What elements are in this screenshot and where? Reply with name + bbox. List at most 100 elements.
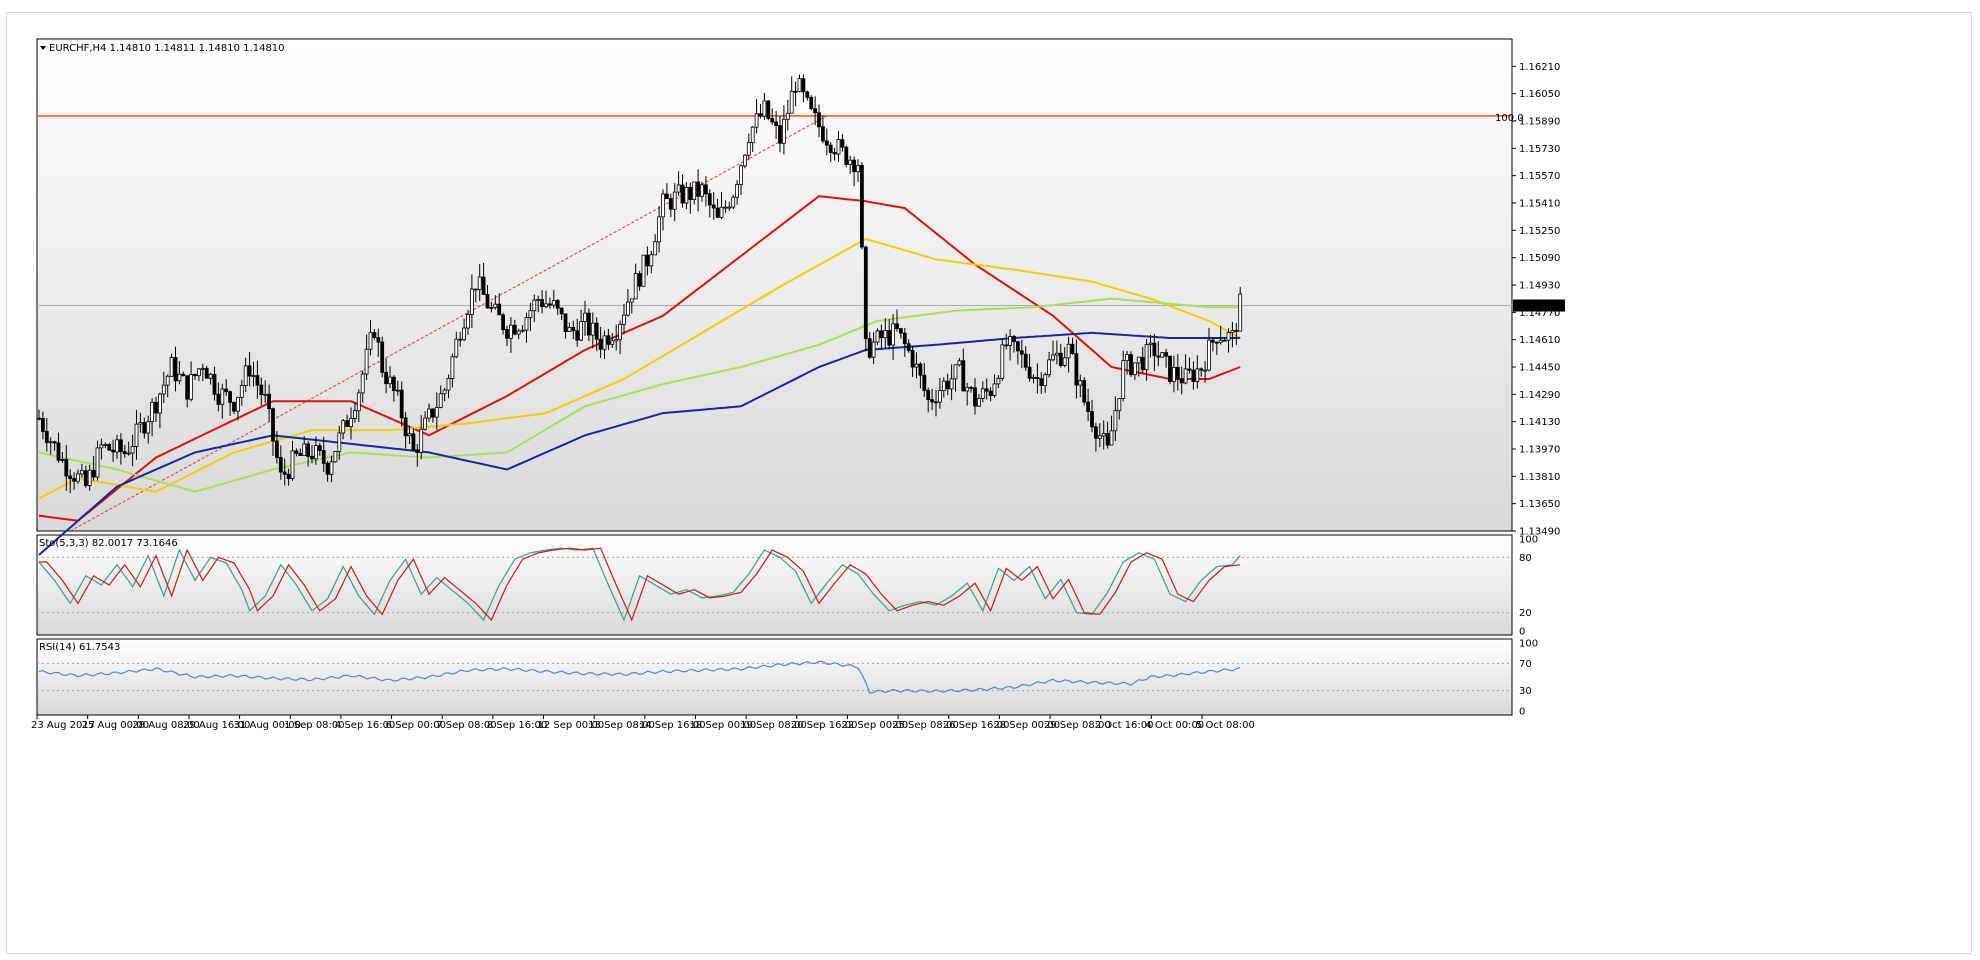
candle-body: [731, 196, 736, 208]
candle-body: [442, 389, 447, 395]
candle-body: [146, 421, 151, 434]
candle-body: [1238, 293, 1243, 332]
candle-body: [1090, 411, 1094, 428]
candle-body: [676, 184, 681, 193]
candle-body: [103, 444, 108, 446]
time-tick-label: 25 Sep 08:00: [892, 720, 959, 731]
candle-body: [629, 298, 634, 303]
candle-body: [1191, 369, 1196, 382]
candle-body: [1136, 356, 1141, 364]
time-tick-label: 29 Aug 16:00: [183, 720, 250, 731]
candle-body: [934, 401, 938, 404]
candle-body: [216, 393, 221, 405]
candle-body: [548, 303, 552, 306]
candle-body: [633, 273, 638, 300]
candle-body: [583, 312, 587, 323]
candle-body: [899, 328, 903, 334]
candle-body: [536, 299, 541, 301]
time-tick-label: 18 Sep 00:00: [689, 720, 756, 731]
moving-average-line: [38, 237, 1241, 500]
candle-body: [902, 332, 907, 345]
candle-body: [150, 401, 155, 423]
candle-body: [739, 165, 743, 185]
candle-body: [469, 288, 474, 315]
candle-body: [200, 367, 205, 370]
candle-body: [294, 450, 299, 454]
candle-body: [247, 365, 252, 377]
oscillator-tick-label: 100: [1519, 535, 1538, 546]
candle-body: [618, 323, 622, 340]
candle-body: [1004, 344, 1009, 347]
candle-body: [122, 451, 127, 454]
price-tick-label: 1.16050: [1519, 89, 1560, 100]
candle-body: [142, 422, 147, 434]
candle-body: [563, 313, 568, 332]
candle-body: [87, 469, 92, 486]
candle-body: [567, 327, 572, 332]
triangle-down-icon[interactable]: [40, 46, 46, 50]
candle-body: [107, 444, 112, 451]
candle-body: [590, 322, 595, 336]
candle-body: [782, 118, 786, 144]
candle-body: [965, 386, 970, 392]
candle-body: [321, 450, 326, 464]
candle-body: [957, 360, 962, 366]
stochastic-label: Sto(5,3,3) 82.0017 73.1646: [39, 538, 178, 549]
candle-body: [454, 338, 459, 358]
time-tick-label: 23 Aug 2017: [31, 720, 95, 731]
candle-body: [263, 393, 268, 396]
candle-body: [56, 442, 61, 461]
candle-body: [95, 447, 100, 478]
candle-body: [376, 337, 381, 343]
candle-body: [52, 441, 57, 444]
candle-body: [1031, 377, 1036, 379]
candle-body: [715, 207, 720, 218]
candle-body: [1172, 366, 1176, 382]
time-tick-label: 28 Sep 00:00: [993, 720, 1060, 731]
candle-body: [977, 398, 981, 407]
candle-body: [267, 393, 272, 410]
candle-body: [828, 144, 833, 153]
oscillator-tick-label: 100: [1519, 639, 1538, 650]
candle-body: [1035, 377, 1040, 380]
candle-body: [310, 455, 314, 460]
price-tick-label: 1.14450: [1519, 363, 1560, 374]
candle-body: [313, 445, 318, 460]
fib-trendline[interactable]: [69, 115, 828, 532]
candle-body: [1121, 360, 1126, 399]
candle-body: [809, 96, 814, 110]
candle-body: [735, 184, 739, 198]
oscillator-tick-label: 0: [1519, 707, 1525, 718]
candle-body: [750, 126, 755, 144]
candle-body: [68, 475, 73, 479]
candle-body: [938, 390, 942, 403]
price-tick-label: 1.13970: [1519, 445, 1560, 456]
price-chart[interactable]: 1.14810 1.16210 1.16050 1.15890 1.15730 1.15…: [7, 13, 1971, 953]
candle-body: [189, 374, 194, 400]
price-tick-label: 1.15890: [1519, 117, 1560, 128]
candle-body: [918, 363, 923, 376]
candle-body: [524, 317, 529, 331]
candle-body: [80, 470, 84, 475]
price-tick-label: 1.15090: [1519, 253, 1560, 264]
candle-body: [290, 450, 295, 479]
price-tick-label: 1.14290: [1519, 390, 1560, 401]
candle-body: [1168, 355, 1172, 382]
candle-body: [840, 139, 845, 148]
candle-body: [185, 375, 190, 400]
candle-body: [41, 418, 45, 432]
candle-body: [1027, 366, 1032, 379]
time-tick-label: 31 Aug 00:00: [234, 720, 301, 731]
candle-body: [856, 165, 860, 173]
candle-body: [278, 457, 283, 473]
candle-body: [700, 184, 704, 197]
candle-body: [930, 399, 934, 403]
candle-body: [64, 459, 69, 477]
candle-body: [680, 184, 685, 204]
candle-body: [707, 193, 712, 206]
candle-body: [462, 327, 467, 341]
candle-body: [232, 401, 236, 412]
candle-body: [626, 301, 630, 316]
candle-body: [992, 383, 997, 396]
candle-body: [1234, 330, 1239, 332]
